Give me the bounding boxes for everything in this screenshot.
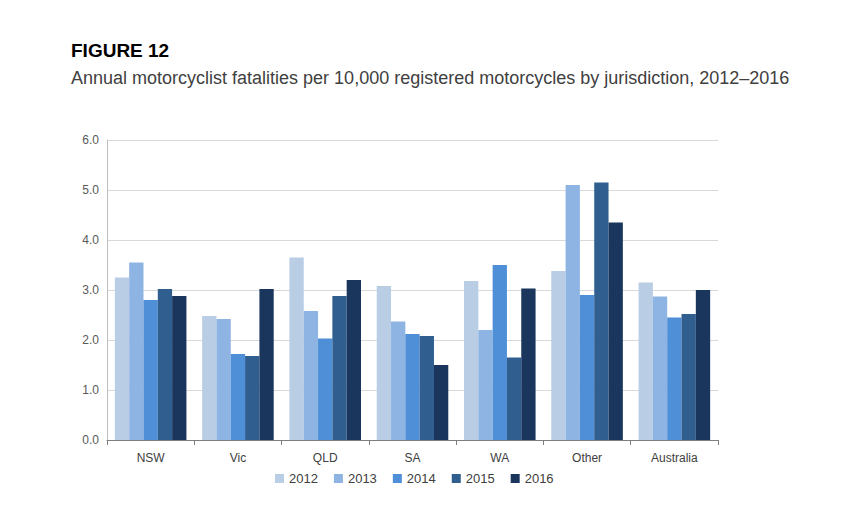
svg-text:2.0: 2.0 <box>82 333 99 347</box>
svg-text:1.0: 1.0 <box>82 383 99 397</box>
svg-text:FIGURE 12: FIGURE 12 <box>71 40 169 61</box>
svg-text:Australia: Australia <box>651 451 698 465</box>
svg-text:0.0: 0.0 <box>82 433 99 447</box>
svg-text:5.0: 5.0 <box>82 183 99 197</box>
svg-text:NSW: NSW <box>137 451 166 465</box>
svg-text:2012: 2012 <box>289 471 318 486</box>
svg-text:4.0: 4.0 <box>82 233 99 247</box>
svg-text:SA: SA <box>404 451 420 465</box>
svg-text:2016: 2016 <box>525 471 554 486</box>
svg-text:QLD: QLD <box>313 451 338 465</box>
svg-text:Annual motorcyclist fatalities: Annual motorcyclist fatalities per 10,00… <box>71 68 789 88</box>
svg-text:2015: 2015 <box>466 471 495 486</box>
svg-text:3.0: 3.0 <box>82 283 99 297</box>
svg-text:Vic: Vic <box>230 451 246 465</box>
svg-text:WA: WA <box>490 451 509 465</box>
svg-text:2013: 2013 <box>348 471 377 486</box>
svg-text:Other: Other <box>572 451 602 465</box>
svg-text:6.0: 6.0 <box>82 133 99 147</box>
svg-text:2014: 2014 <box>407 471 436 486</box>
